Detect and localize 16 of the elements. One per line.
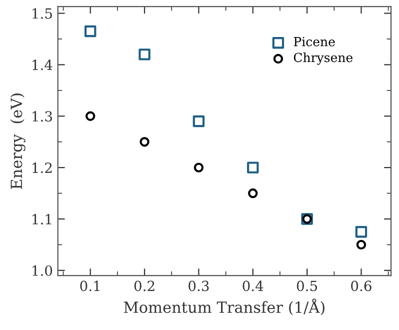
legend-label: Picene [294, 36, 335, 46]
x-tick-label: 0.2 [134, 280, 154, 292]
y-tick-label: 1.4 [32, 60, 52, 70]
y-tick-label: 1.5 [32, 8, 52, 19]
x-tick-label: 0.1 [80, 280, 100, 292]
x-tick-label: 0.3 [188, 280, 209, 292]
y-tick-label: 1.0 [32, 265, 52, 276]
y-axis-title: Energy (eV) [10, 94, 26, 189]
x-tick-label: 0.4 [242, 280, 264, 292]
legend-label: Chrysene [294, 52, 352, 65]
y-tick-label: 1.1 [32, 214, 52, 224]
y-tick-label: 1.2 [32, 162, 52, 174]
x-axis-title: Momentum Transfer (1/Å) [124, 298, 324, 316]
x-tick-label: 0.6 [351, 280, 372, 292]
x-tick-label: 0.5 [296, 280, 318, 292]
y-tick-label: 1.3 [32, 111, 52, 122]
